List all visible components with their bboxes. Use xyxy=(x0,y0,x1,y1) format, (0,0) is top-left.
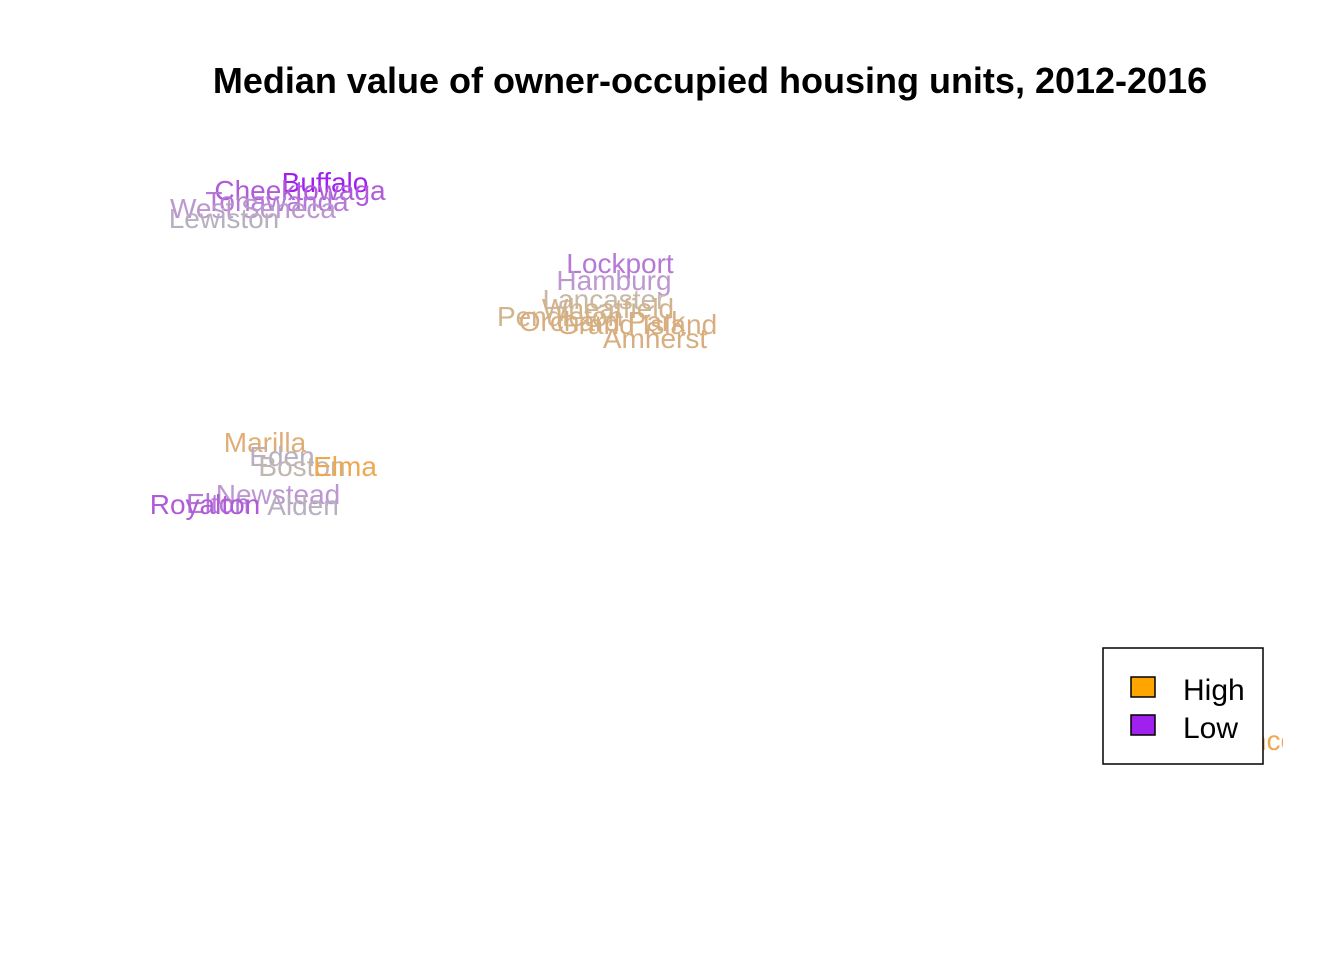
legend-swatch-low xyxy=(1130,714,1156,736)
point-label: Boston xyxy=(258,451,345,482)
legend-swatch-high xyxy=(1130,676,1156,698)
point-label: Alden xyxy=(267,490,339,521)
legend: High Low xyxy=(1102,647,1264,765)
point-label: Eden xyxy=(249,441,314,472)
point-label: Orchard Park xyxy=(519,306,686,337)
point-label: Elton xyxy=(186,488,250,519)
point-label: Elma xyxy=(313,451,377,482)
point-label: Amherst xyxy=(603,323,707,354)
point-label: Royalton xyxy=(150,489,261,520)
legend-box xyxy=(1102,647,1264,765)
point-label: Grand Island xyxy=(557,309,717,340)
chart-title: Median value of owner-occupied housing u… xyxy=(213,60,1207,101)
point-label: Pendleton xyxy=(497,301,623,332)
point-label: Marilla xyxy=(224,427,307,458)
point-label: Hamburg xyxy=(556,265,671,296)
point-label: West Seneca xyxy=(170,193,336,224)
point-label: Lockport xyxy=(566,248,674,279)
point-label: Tonawanda xyxy=(205,186,349,217)
legend-label-low: Low xyxy=(1183,712,1238,745)
legend-label-high: High xyxy=(1183,674,1245,707)
point-label: Lancaster xyxy=(543,284,666,315)
point-label: Newstead xyxy=(216,479,341,510)
point-label: Lewiston xyxy=(169,203,280,234)
point-label: Wheatfield xyxy=(542,293,674,324)
point-label: Buffalo xyxy=(282,167,369,198)
point-label: Cheektowaga xyxy=(214,175,386,206)
